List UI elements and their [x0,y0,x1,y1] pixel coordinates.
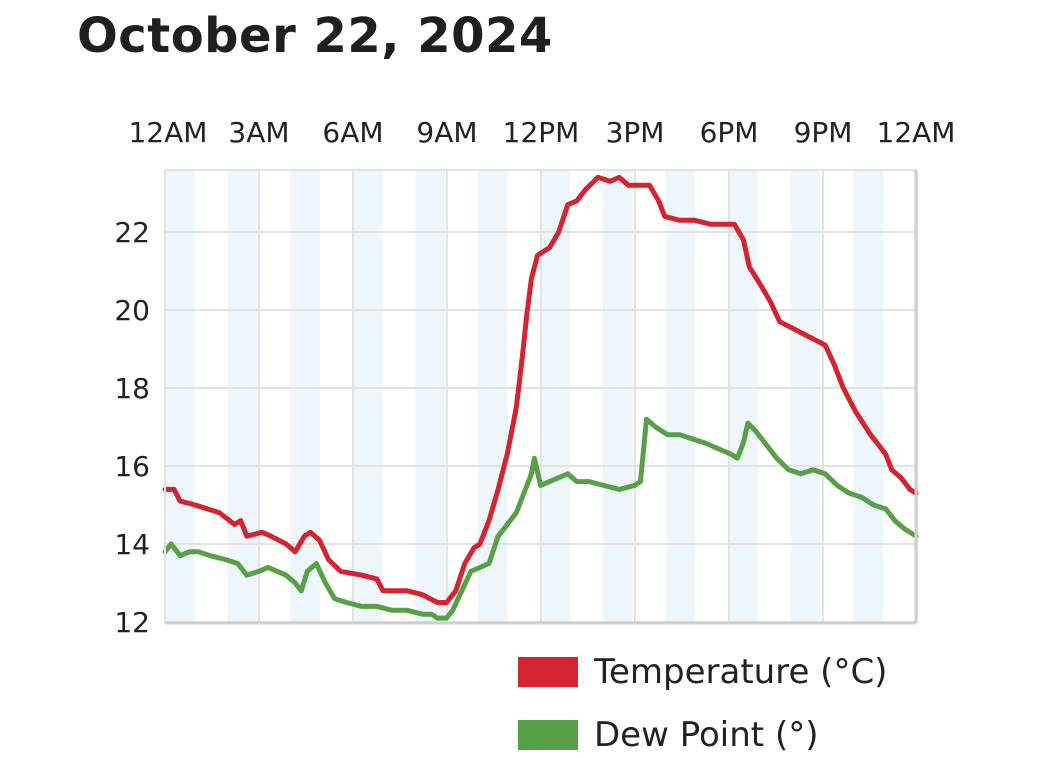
legend-item-dew-point[interactable]: Dew Point (°) [518,715,818,755]
x-tick-label: 9PM [794,116,853,149]
legend-swatch-temperature [518,657,578,687]
hour-band [290,170,320,623]
legend-item-temperature[interactable]: Temperature (°C) [518,652,887,692]
hour-band [853,170,884,623]
series-lines [162,174,919,621]
x-tick-label: 6PM [700,116,759,149]
hour-band [790,170,821,623]
x-tick-label: 3PM [606,116,665,149]
hour-bands [165,170,884,623]
x-tick-label: 12AM [877,116,956,149]
hour-band [603,170,633,623]
dew-point-line [162,416,919,621]
y-tick-label: 22 [114,216,150,249]
hour-band [540,170,571,623]
hour-band [352,170,383,623]
y-tick-label: 12 [114,606,150,639]
y-tick-label: 18 [114,372,150,405]
x-axis-ticks: 12AM 3AM 6AM 9AM 12PM 3PM 6PM 9PM 12AM [129,116,956,149]
y-tick-label: 16 [114,450,150,483]
y-axis-ticks: 12 14 16 18 20 22 [114,216,150,639]
legend-label-dew-point: Dew Point (°) [594,715,819,755]
x-tick-label: 9AM [416,116,477,149]
hour-band [665,170,696,623]
hour-band [415,170,446,623]
x-tick-label: 12AM [129,116,208,149]
temperature-line [162,174,919,605]
y-tick-label: 14 [114,528,150,561]
chart-title: October 22, 2024 [77,8,553,64]
hour-band [227,170,258,623]
y-tick-label: 20 [114,294,150,327]
x-tick-label: 6AM [322,116,383,149]
x-tick-label: 12PM [503,116,580,149]
legend-swatch-dew-point [518,720,578,750]
axes [164,170,918,625]
x-tick-label: 3AM [228,116,289,149]
legend-label-temperature: Temperature (°C) [594,652,888,692]
